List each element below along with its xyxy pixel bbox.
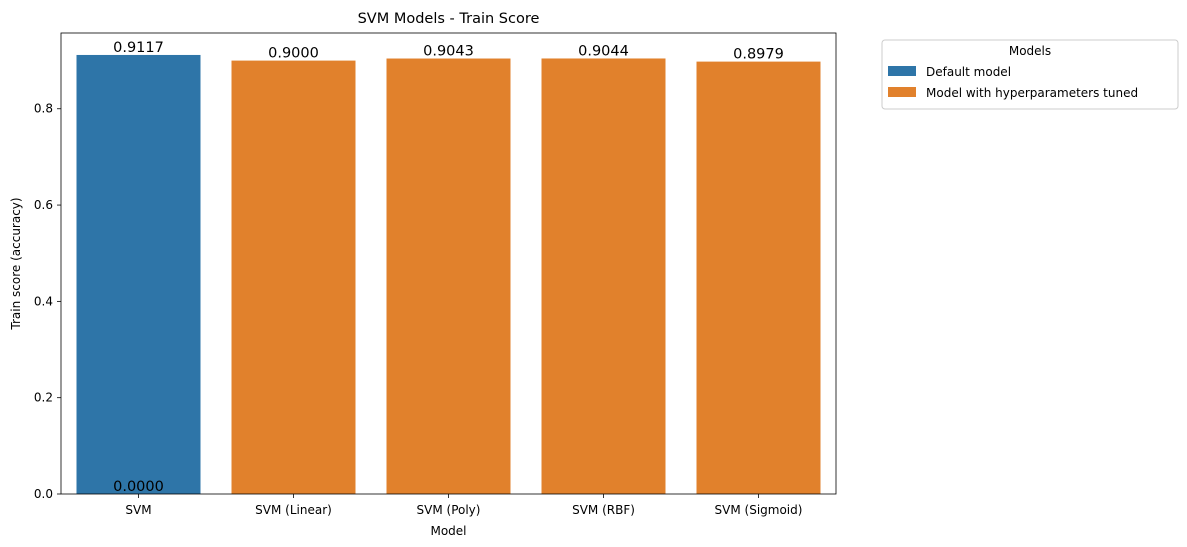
y-tick-label: 0.2 (34, 391, 53, 405)
bar-value-label: 0.9000 (268, 46, 319, 62)
y-axis-label: Train score (accuracy) (9, 197, 23, 330)
x-tick-label: SVM (RBF) (572, 503, 635, 517)
plot-frame (60, 32, 837, 495)
bar-svm-linear (231, 60, 356, 495)
legend-swatch (888, 66, 916, 76)
x-axis: SVM SVM (Linear) SVM (Poly) SVM (RBF) SVM (S… (125, 494, 802, 517)
y-tick-label: 0.4 (34, 294, 53, 308)
legend-swatch (888, 87, 916, 97)
bar-value-label: 0.8979 (733, 47, 784, 63)
bars-group (76, 54, 821, 495)
bar-svm (76, 54, 201, 494)
y-tick-label: 0.0 (34, 487, 53, 501)
legend-box (881, 39, 1179, 110)
y-axis: 0.0 0.2 0.4 0.6 0.8 (34, 102, 61, 501)
legend-entry-label: Default model (926, 65, 1011, 79)
x-tick-label: SVM (Poly) (417, 503, 481, 517)
y-tick-label: 0.6 (34, 198, 53, 212)
bar-value-label: 0.9117 (113, 40, 164, 56)
legend-entry-label: Model with hyperparameters tuned (926, 86, 1138, 100)
bar-value-label: 0.9043 (423, 44, 474, 60)
x-tick-label: SVM (Linear) (255, 503, 332, 517)
x-axis-label: Model (430, 524, 466, 538)
legend-title: Models (1009, 44, 1051, 58)
bar-value-label-zero: 0.0000 (113, 479, 164, 495)
bar-value-label: 0.9044 (578, 43, 629, 59)
bar-svm-sigmoid (696, 61, 821, 494)
data-labels-group: 0.9117 0.9000 0.9043 0.9044 0.8979 0.0000 (113, 40, 784, 495)
x-tick-label: SVM (125, 503, 151, 517)
bar-svm-poly (386, 58, 511, 494)
x-tick-label: SVM (Sigmoid) (715, 503, 803, 517)
bar-svm-rbf (541, 58, 666, 494)
y-tick-label: 0.8 (34, 102, 53, 116)
chart-title: SVM Models - Train Score (358, 11, 540, 27)
legend: Models Default model Model with hyperpara… (881, 39, 1179, 110)
